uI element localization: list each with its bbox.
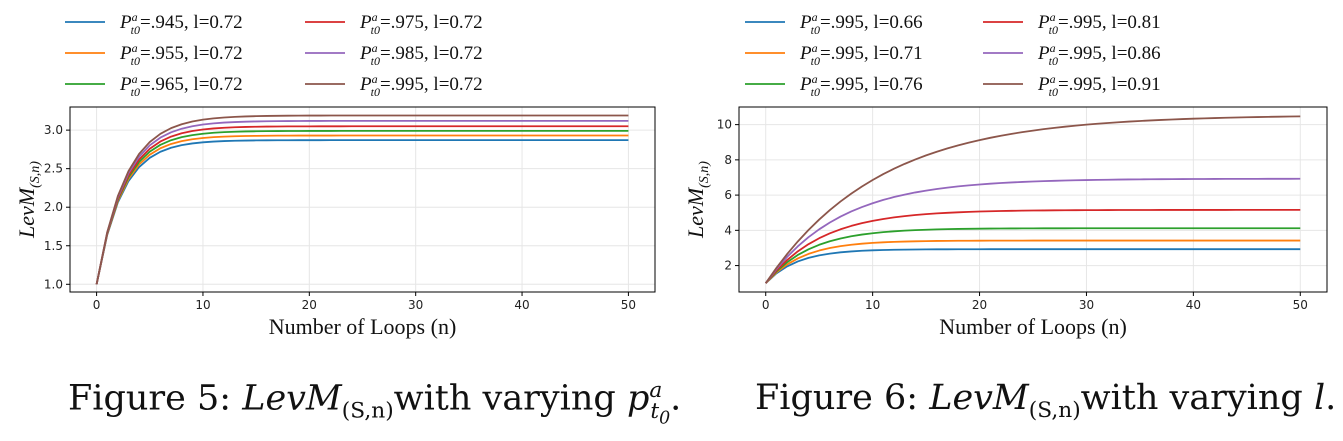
y-tick-label: 2	[724, 259, 732, 273]
y-axis-label: LevM(S,n)	[683, 161, 712, 239]
x-axis-label: Number of Loops (n)	[269, 314, 457, 339]
series-line-6	[764, 115, 1301, 284]
series-line-6	[95, 114, 629, 285]
legend-label-5: Pa t0=.995, l=0.86	[1037, 41, 1161, 68]
legend-label-1: Pa t0=.945, l=0.72	[119, 10, 243, 37]
series-line-2	[95, 134, 629, 285]
x-tick-label: 40	[1186, 298, 1201, 312]
x-tick-label: 0	[93, 298, 101, 312]
y-tick-label: 1.5	[44, 239, 63, 253]
x-tick-label: 30	[1079, 298, 1094, 312]
x-tick-label: 50	[621, 298, 636, 312]
legend-label-4: Pa t0=.975, l=0.72	[359, 10, 483, 37]
legend-label-6: Pa t0=.995, l=0.72	[359, 72, 483, 99]
series-line-4	[95, 125, 629, 285]
y-tick-label: 10	[717, 118, 732, 132]
x-axis-label: Number of Loops (n)	[939, 314, 1127, 339]
x-tick-label: 10	[865, 298, 880, 312]
legend: Pa t0=.945, l=0.72 Pa t0=.955, l=0.72 Pa t0=.…	[65, 10, 483, 99]
x-tick-label: 20	[972, 298, 987, 312]
legend: Pa t0=.995, l=0.66 Pa t0=.995, l=0.71 Pa t0=.…	[745, 10, 1161, 99]
y-tick-label: 2.5	[44, 162, 63, 176]
x-tick-label: 10	[195, 298, 210, 312]
figure-5-caption: Figure 5: LevM(S,n)with varying pat0.	[68, 378, 682, 428]
x-tick-label: 50	[1293, 298, 1308, 312]
series-line-5	[765, 177, 1301, 284]
legend-label-1: Pa t0=.995, l=0.66	[799, 10, 923, 37]
legend-label-3: Pa t0=.995, l=0.76	[799, 72, 923, 99]
x-tick-label: 20	[302, 298, 317, 312]
y-tick-label: 4	[724, 223, 732, 237]
figure-6-caption: Figure 6: LevM(S,n)with varying l.	[755, 378, 1337, 423]
y-tick-label: 2.0	[44, 200, 63, 214]
series-line-1	[765, 248, 1301, 284]
axes-frame	[69, 106, 656, 293]
x-tick-label: 40	[514, 298, 529, 312]
series-line-5	[95, 119, 629, 285]
chart-2: 0 10 20 30 40 50 2 4 6 8 10 Number of Loops (n) LevM…	[683, 10, 1328, 339]
legend-label-4: Pa t0=.995, l=0.81	[1037, 10, 1161, 37]
y-axis-label: LevM(S,n)	[14, 161, 43, 239]
y-tick-label: 8	[724, 153, 732, 167]
series-line-3	[95, 130, 629, 285]
y-tick-label: 6	[724, 188, 732, 202]
y-tick-label: 3.0	[44, 123, 63, 137]
axes-frame	[738, 106, 1328, 293]
y-tick-label: 1.0	[44, 277, 63, 291]
legend-label-6: Pa t0=.995, l=0.91	[1037, 72, 1161, 99]
legend-label-2: Pa t0=.955, l=0.72	[119, 41, 243, 68]
legend-label-3: Pa t0=.965, l=0.72	[119, 72, 243, 99]
legend-label-2: Pa t0=.995, l=0.71	[799, 41, 923, 68]
series-line-2	[765, 239, 1301, 284]
legend-label-5: Pa t0=.985, l=0.72	[359, 41, 483, 68]
chart-1: 0 10 20 30 40 50 1.0 1.5 2.0 2.5 3.0 Number of Loop…	[14, 10, 656, 339]
x-tick-label: 30	[408, 298, 423, 312]
x-tick-label: 0	[762, 298, 770, 312]
series-line-4	[765, 209, 1301, 284]
series-line-1	[95, 139, 629, 285]
series-line-3	[765, 227, 1301, 284]
